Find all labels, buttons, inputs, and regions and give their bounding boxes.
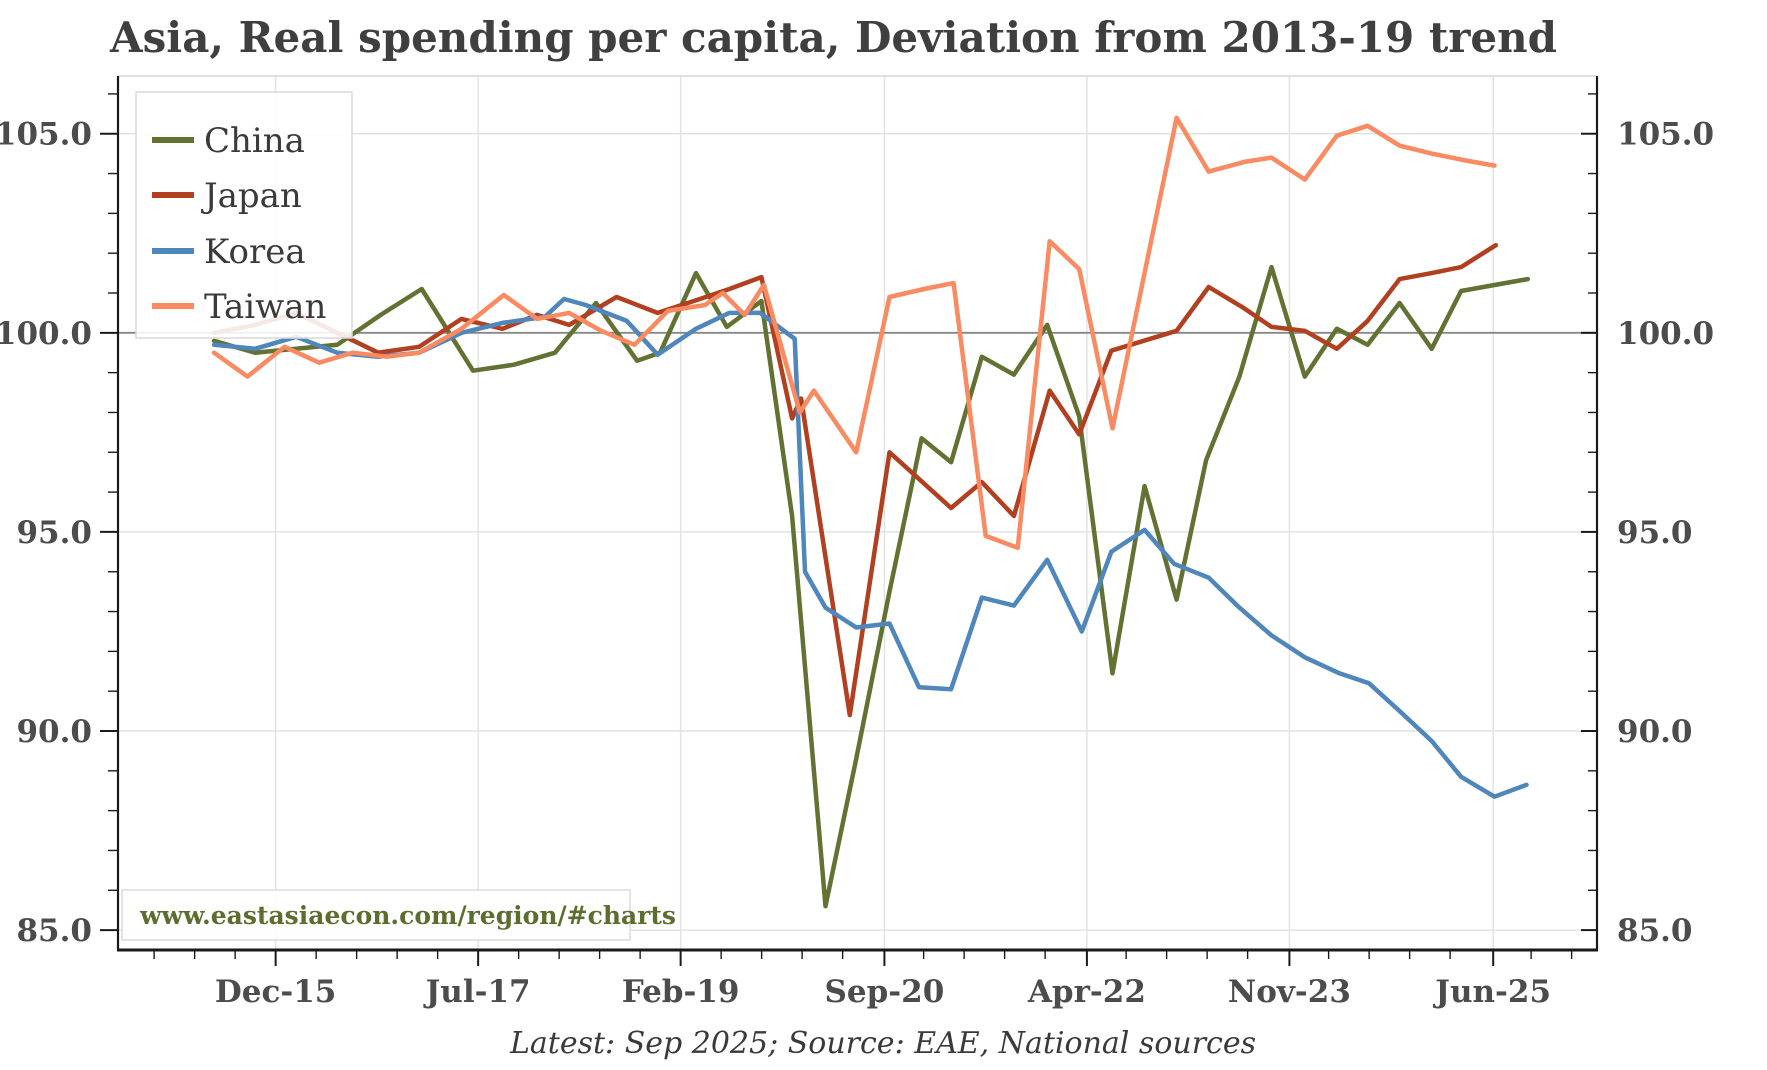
y-tick-label-left: 100.0 bbox=[0, 316, 92, 352]
y-axis-labels-left: 85.0 90.0 95.0 100.0 105.0 bbox=[0, 117, 92, 949]
y-axis-labels-right: 85.0 90.0 95.0 100.0 105.0 bbox=[1617, 117, 1714, 949]
series-line-korea bbox=[211, 296, 1529, 799]
x-tick-label: Sep-20 bbox=[825, 974, 945, 1010]
y-tick-label-left: 90.0 bbox=[16, 714, 92, 750]
x-tick-label: Nov-23 bbox=[1228, 974, 1351, 1010]
y-tick-label-left: 95.0 bbox=[16, 515, 92, 551]
x-tick-label: Jul-17 bbox=[423, 974, 531, 1010]
axis-ticks bbox=[100, 93, 1597, 966]
x-tick-label: Jun-25 bbox=[1432, 974, 1551, 1010]
legend: China Japan Korea Taiwan bbox=[135, 91, 353, 339]
series-lines bbox=[211, 115, 1531, 909]
y-tick-label-right: 100.0 bbox=[1617, 316, 1714, 352]
y-tick-label-right: 105.0 bbox=[1617, 117, 1714, 153]
series-line-japan bbox=[211, 242, 1499, 718]
y-tick-label-right: 85.0 bbox=[1617, 913, 1693, 949]
legend-label-korea: Korea bbox=[204, 232, 306, 272]
y-tick-label-right: 90.0 bbox=[1617, 714, 1693, 750]
legend-label-taiwan: Taiwan bbox=[204, 287, 326, 327]
page-title: Asia, Real spending per capita, Deviatio… bbox=[109, 13, 1557, 62]
watermark-box bbox=[121, 889, 631, 941]
footer-note: Latest: Sep 2025; Source: EAE, National … bbox=[509, 1026, 1256, 1061]
series-line-taiwan bbox=[211, 115, 1497, 551]
x-tick-label: Dec-15 bbox=[215, 974, 337, 1010]
x-tick-label: Feb-19 bbox=[622, 974, 740, 1010]
x-axis-labels: Dec-15 Jul-17 Feb-19 Sep-20 Apr-22 Nov-23 Jun-… bbox=[215, 974, 1551, 1010]
y-tick-label-left: 105.0 bbox=[0, 117, 92, 153]
y-tick-label-right: 95.0 bbox=[1617, 515, 1693, 551]
y-tick-label-left: 85.0 bbox=[16, 913, 92, 949]
watermark: www.eastasiaecon.com/region/#charts bbox=[121, 889, 676, 941]
x-tick-label: Apr-22 bbox=[1027, 974, 1146, 1010]
plot-frame bbox=[116, 75, 1599, 952]
legend-box bbox=[135, 91, 353, 339]
legend-label-china: China bbox=[204, 121, 305, 161]
watermark-url-text: www.eastasiaecon.com/region/#charts bbox=[139, 901, 676, 930]
legend-label-japan: Japan bbox=[201, 176, 302, 216]
